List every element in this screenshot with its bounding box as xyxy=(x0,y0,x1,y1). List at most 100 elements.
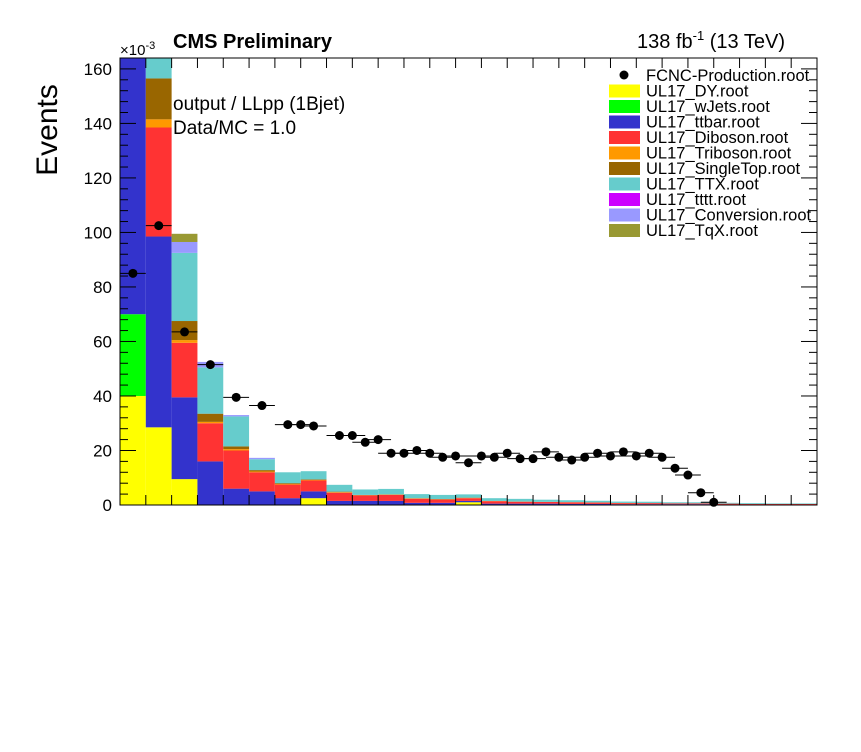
data-point-19 xyxy=(464,458,473,468)
legend-label: UL17_Triboson.root xyxy=(646,145,792,163)
bar-ul17-ttbar-root-bin-8 xyxy=(326,500,353,505)
y-tick-label: 100 xyxy=(84,223,112,242)
plot-frame xyxy=(119,57,818,506)
bar-ul17-ttbar-root-bin-4 xyxy=(223,488,250,505)
bar-ul17-ttx-root-bin-17 xyxy=(558,500,585,503)
bar-ul17-ttx-root-bin-11 xyxy=(403,494,430,499)
bar-ul17-dy-root-bin-7 xyxy=(300,498,327,505)
bar-ul17-diboson-root-bin-12 xyxy=(429,499,456,503)
data-point-7 xyxy=(296,420,306,430)
data-point-30 xyxy=(605,451,615,461)
bar-ul17-ttx-root-bin-5 xyxy=(249,459,275,471)
bar-ul17-diboson-root-bin-18 xyxy=(584,502,611,504)
lumi-label: 138 fb-1 (13 TeV) xyxy=(637,28,785,53)
y-multiplier: ×10-3 xyxy=(120,40,155,59)
data-point-21 xyxy=(489,452,499,462)
legend-label: UL17_TqX.root xyxy=(646,222,758,240)
data-point-16 xyxy=(425,448,435,458)
bar-ul17-ttbar-root-bin-9 xyxy=(352,500,379,505)
bar-ul17-ttx-root-bin-6 xyxy=(274,472,301,484)
legend-swatch xyxy=(609,224,640,237)
bar-ul17-ttx-root-bin-7 xyxy=(300,471,327,480)
bar-ul17-diboson-root-bin-11 xyxy=(403,498,430,503)
y-tick-label: 60 xyxy=(93,332,112,351)
bar-ul17-triboson-root-bin-5 xyxy=(249,471,275,473)
bar-ul17-diboson-root-bin-15 xyxy=(507,501,534,504)
y-tick-label: 80 xyxy=(93,278,112,297)
y-tick-label: 120 xyxy=(84,169,112,188)
legend-swatch xyxy=(609,208,640,222)
legend-swatch xyxy=(609,193,640,206)
bar-ul17-dy-root-bin-2 xyxy=(171,479,198,505)
legend-label: FCNC-Production.root xyxy=(646,67,810,85)
bar-ul17-ttbar-root-bin-2 xyxy=(171,397,198,480)
y-tick-label: 40 xyxy=(93,387,112,406)
bar-ul17-diboson-root-bin-14 xyxy=(481,501,508,504)
bar-ul17-diboson-root-bin-6 xyxy=(274,484,301,499)
bar-ul17-ttbar-root-bin-10 xyxy=(378,500,404,505)
bar-ul17-diboson-root-bin-9 xyxy=(352,495,379,501)
data-point-37 xyxy=(696,488,706,498)
legend-swatch xyxy=(609,177,640,191)
data-point-8 xyxy=(309,421,319,431)
data-point-5 xyxy=(257,401,267,411)
bar-ul17-ttbar-root-bin-1 xyxy=(145,236,172,428)
bar-ul17-ttbar-root-bin-16 xyxy=(533,503,559,505)
legend-label: UL17_SingleTop.root xyxy=(646,160,801,178)
y-tick-label: 20 xyxy=(93,441,112,460)
legend-swatch xyxy=(609,131,640,144)
bar-ul17-triboson-root-bin-6 xyxy=(274,484,301,485)
legend-label: UL17_DY.root xyxy=(646,83,749,101)
bar-ul17-diboson-root-bin-8 xyxy=(326,492,353,501)
bar-ul17-diboson-root-bin-5 xyxy=(249,472,275,492)
bar-ul17-diboson-root-bin-23 xyxy=(713,503,740,505)
bar-ul17-ttbar-root-bin-5 xyxy=(249,491,275,505)
bar-ul17-ttbar-root-bin-12 xyxy=(429,502,456,505)
bar-ul17-diboson-root-bin-16 xyxy=(533,502,559,504)
data-point-31 xyxy=(618,447,628,457)
legend-swatch xyxy=(609,115,640,129)
bar-ul17-ttbar-root-bin-13 xyxy=(455,500,482,503)
bar-ul17-diboson-root-bin-4 xyxy=(223,450,250,489)
bar-ul17-ttx-root-bin-10 xyxy=(378,488,404,495)
data-point-28 xyxy=(580,452,590,462)
bar-ul17-ttx-root-bin-1 xyxy=(145,58,172,79)
bar-ul17-diboson-root-bin-1 xyxy=(145,127,172,237)
bar-ul17-ttx-root-bin-21 xyxy=(662,502,688,504)
bar-ul17-dy-root-bin-13 xyxy=(455,502,482,505)
data-point-3 xyxy=(205,360,215,370)
data-point-12 xyxy=(373,435,383,445)
data-point-17 xyxy=(438,452,448,462)
bar-ul17-diboson-root-bin-10 xyxy=(378,494,404,501)
bar-ul17-triboson-root-bin-7 xyxy=(300,479,327,481)
bar-ul17-triboson-root-bin-4 xyxy=(223,449,250,451)
bar-ul17-ttx-root-bin-2 xyxy=(171,252,198,322)
legend-marker-data xyxy=(619,70,629,80)
bar-ul17-triboson-root-bin-1 xyxy=(145,119,172,128)
bar-ul17-ttbar-root-bin-18 xyxy=(584,503,611,505)
bar-ul17-diboson-root-bin-17 xyxy=(558,502,585,504)
bar-ul17-ttx-root-bin-12 xyxy=(429,494,456,500)
y-tick-label: 160 xyxy=(84,60,112,79)
bar-ul17-singletop-root-bin-1 xyxy=(145,78,172,120)
y-axis-label: Events xyxy=(31,84,64,176)
bar-ul17-diboson-root-bin-25 xyxy=(765,503,792,505)
data-point-24 xyxy=(528,454,538,464)
legend-swatch xyxy=(609,162,640,175)
bar-ul17-singletop-root-bin-6 xyxy=(274,483,301,485)
data-point-0 xyxy=(128,268,138,278)
bar-ul17-ttx-root-bin-18 xyxy=(584,500,611,503)
bar-ul17-ttbar-root-bin-11 xyxy=(403,502,430,505)
data-point-18 xyxy=(451,451,461,461)
data-point-22 xyxy=(502,448,512,458)
bar-ul17-ttx-root-bin-8 xyxy=(326,484,353,492)
selection-annotation: output / LLpp (1Bjet) xyxy=(173,94,345,115)
legend-swatch xyxy=(609,84,640,98)
bar-ul17-diboson-root-bin-26 xyxy=(791,503,817,505)
y-tick-label: 140 xyxy=(84,114,112,133)
bar-ul17-ttbar-root-bin-6 xyxy=(274,498,301,505)
bar-ul17-ttx-root-bin-23 xyxy=(713,502,740,504)
data-point-34 xyxy=(657,452,667,462)
bar-ul17-singletop-root-bin-5 xyxy=(249,470,275,472)
experiment-label: CMS Preliminary xyxy=(173,31,333,53)
